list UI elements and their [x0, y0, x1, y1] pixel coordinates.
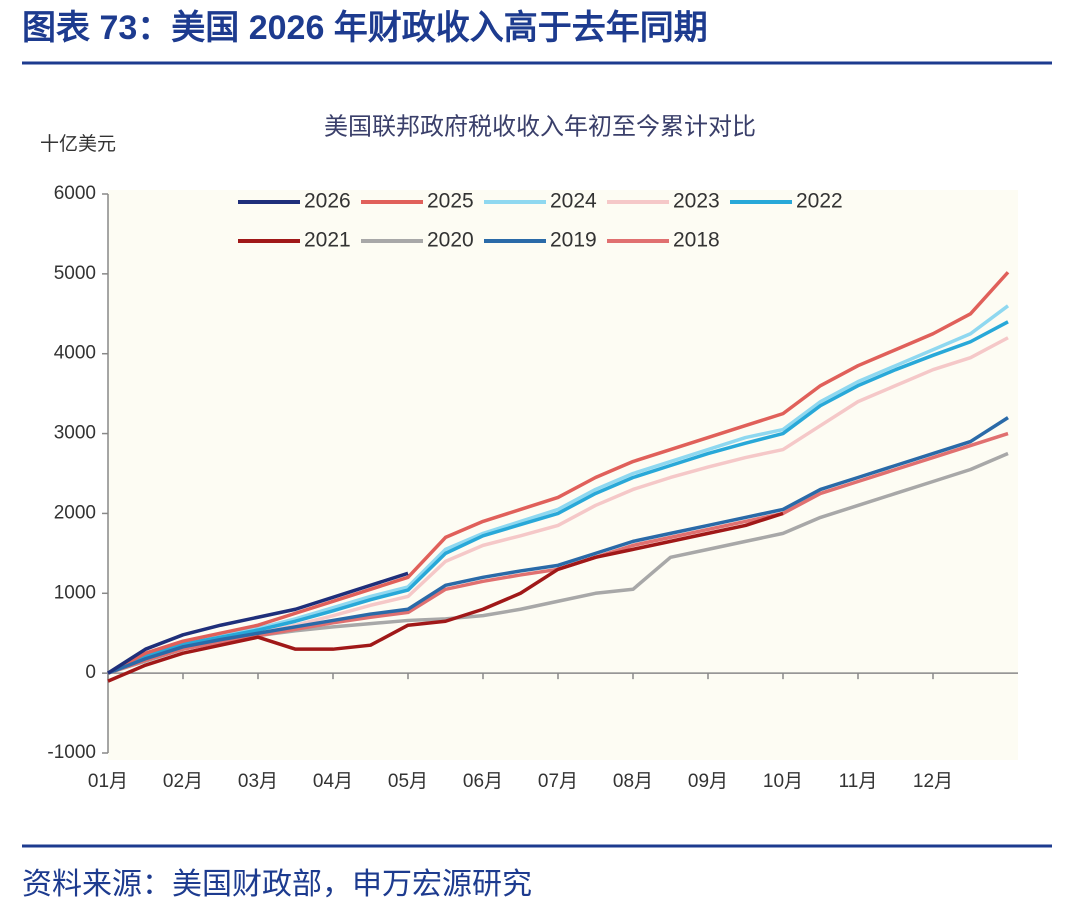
legend-label: 2023 [673, 190, 720, 213]
series-line [107, 571, 409, 675]
x-tick-label: 05月 [388, 771, 428, 792]
legend-label: 2018 [673, 229, 720, 252]
legend-label: 2026 [304, 190, 351, 213]
legend-label: 2020 [427, 229, 474, 252]
y-tick-label: 0 [85, 662, 96, 683]
x-tick-label: 03月 [238, 771, 278, 792]
series-line [107, 320, 1009, 675]
x-tick-label: 06月 [463, 771, 503, 792]
figure-title: 图表 73：美国 2026 年财政收入高于去年同期 [22, 9, 708, 47]
x-tick-label: 12月 [913, 771, 953, 792]
y-axis-label: 十亿美元 [40, 133, 116, 155]
x-tick-label: 07月 [538, 771, 578, 792]
x-tick-label: 04月 [313, 771, 353, 792]
legend-label: 2022 [796, 190, 843, 213]
y-tick-label: 6000 [54, 183, 96, 204]
legend-label: 2019 [550, 229, 597, 252]
x-tick-label: 11月 [839, 771, 878, 792]
series-line [107, 416, 1009, 675]
y-tick-label: 3000 [54, 423, 96, 444]
y-tick-label: 5000 [54, 263, 96, 284]
source-note: 资料来源：美国财政部，申万宏源研究 [22, 868, 532, 901]
legend-label: 2025 [427, 190, 474, 213]
y-tick-label: 1000 [54, 582, 96, 603]
x-tick-label: 10月 [763, 771, 803, 792]
x-tick-label: 02月 [163, 771, 203, 792]
x-tick-label: 01月 [88, 771, 128, 792]
chart-title: 美国联邦政府税收收入年初至今累计对比 [324, 113, 756, 140]
legend-label: 2021 [304, 229, 351, 252]
y-tick-label: 2000 [54, 502, 96, 523]
series-line [107, 271, 1010, 675]
legend-label: 2024 [550, 190, 597, 213]
x-tick-label: 08月 [613, 771, 653, 792]
y-tick-label: -1000 [47, 742, 96, 763]
y-tick-label: 4000 [54, 343, 96, 364]
series-line [107, 511, 784, 683]
x-tick-label: 09月 [688, 771, 728, 792]
